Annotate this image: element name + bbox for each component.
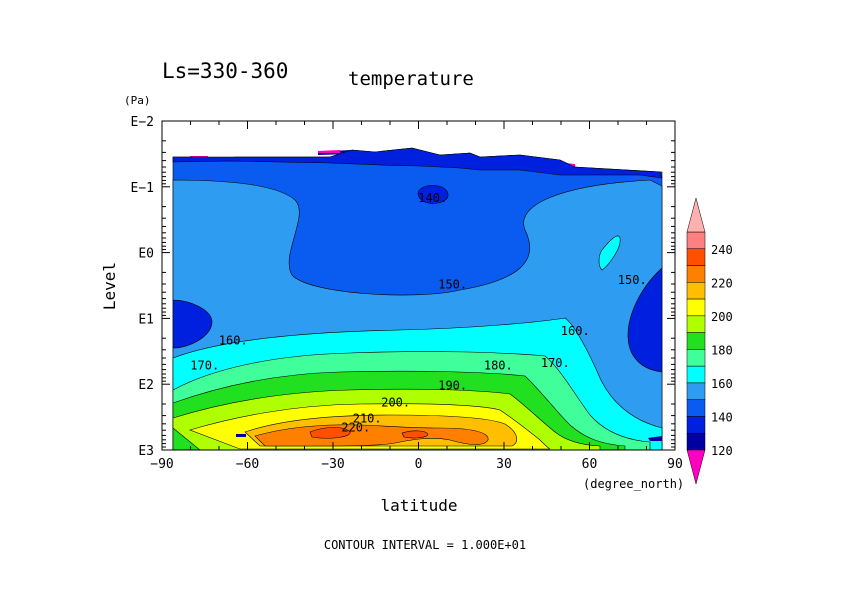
band-130-140-blob bbox=[417, 185, 449, 204]
x-tick-label: 90 bbox=[667, 457, 683, 472]
colorbar-under-arrow bbox=[686, 449, 706, 485]
contour-label: 220. bbox=[341, 420, 370, 434]
colorbar-tick-label: 140 bbox=[711, 410, 733, 424]
colorbar-segment bbox=[686, 349, 706, 367]
colorbar-over-arrow bbox=[686, 197, 706, 233]
contour-label: 160. bbox=[561, 324, 590, 338]
y-tick-label: E1 bbox=[138, 312, 154, 327]
x-tick-label: 0 bbox=[415, 457, 423, 472]
colorbar-tick-label: 200 bbox=[711, 310, 733, 324]
colorbar-tick-label: 240 bbox=[711, 243, 733, 257]
colorbar: 120 140 160 180 200 220 240 bbox=[686, 197, 733, 485]
colorbar-segment bbox=[686, 265, 706, 283]
contour-label: 150. bbox=[618, 273, 647, 287]
colorbar-segment bbox=[686, 315, 706, 333]
colorbar-tick-label: 160 bbox=[711, 377, 733, 391]
x-unit-label: (degree_north) bbox=[583, 477, 684, 491]
colorbar-segment bbox=[686, 382, 706, 400]
y-unit-label: (Pa) bbox=[124, 94, 151, 107]
y-tick-label: E−1 bbox=[131, 181, 154, 196]
colorbar-segment bbox=[686, 432, 706, 451]
colorbar-segment bbox=[686, 416, 706, 434]
colorbar-segment bbox=[686, 365, 706, 384]
contour-label: 140. bbox=[418, 191, 447, 205]
band-230-240 bbox=[309, 427, 429, 439]
contour-label: 200. bbox=[381, 396, 410, 410]
x-tick-label: 30 bbox=[496, 457, 512, 472]
colorbar-segment bbox=[686, 298, 706, 317]
x-axis-title: latitude bbox=[380, 496, 457, 515]
contour-label: 170. bbox=[190, 359, 219, 373]
y-tick-label: E3 bbox=[138, 444, 154, 459]
chart-subtitle: temperature bbox=[348, 68, 474, 90]
x-tick-label: −30 bbox=[321, 457, 344, 472]
y-axis: E−2 E−1 E0 E1 E2 E3 bbox=[131, 115, 675, 459]
colorbar-segment bbox=[686, 231, 706, 250]
contour-label: 180. bbox=[484, 359, 513, 373]
y-tick-label: E0 bbox=[138, 247, 154, 262]
contour-labels: 140.150. 150.160.160.170. 170.180.190.200.… bbox=[190, 191, 646, 434]
colorbar-segment bbox=[686, 332, 706, 350]
y-tick-label: E−2 bbox=[131, 115, 154, 130]
contour-label: 210. bbox=[353, 411, 382, 425]
x-tick-label: 60 bbox=[582, 457, 598, 472]
band-150-160-island bbox=[598, 235, 621, 271]
contour-label: 160. bbox=[219, 334, 248, 348]
chart-title: Ls=330-360 bbox=[162, 59, 288, 83]
contour-interval-note: CONTOUR INTERVAL = 1.000E+01 bbox=[324, 538, 526, 552]
y-tick-label: E2 bbox=[138, 378, 154, 393]
x-tick-label: −60 bbox=[236, 457, 259, 472]
band-130-140-top bbox=[172, 147, 663, 179]
colorbar-segment bbox=[686, 399, 706, 417]
colorbar-tick-label: 220 bbox=[711, 276, 733, 290]
band-220-230 bbox=[254, 424, 489, 447]
contour-label: 150. bbox=[438, 277, 467, 291]
colorbar-segment bbox=[686, 248, 706, 266]
colorbar-tick-label: 180 bbox=[711, 343, 733, 357]
colorbar-segment bbox=[686, 282, 706, 300]
contour-field bbox=[172, 147, 663, 451]
contour-label: 190. bbox=[438, 378, 467, 392]
y-axis-title: Level bbox=[100, 262, 119, 310]
contour-label: 170. bbox=[541, 356, 570, 370]
colorbar-tick-label: 120 bbox=[711, 444, 733, 458]
x-tick-label: −90 bbox=[150, 457, 173, 472]
